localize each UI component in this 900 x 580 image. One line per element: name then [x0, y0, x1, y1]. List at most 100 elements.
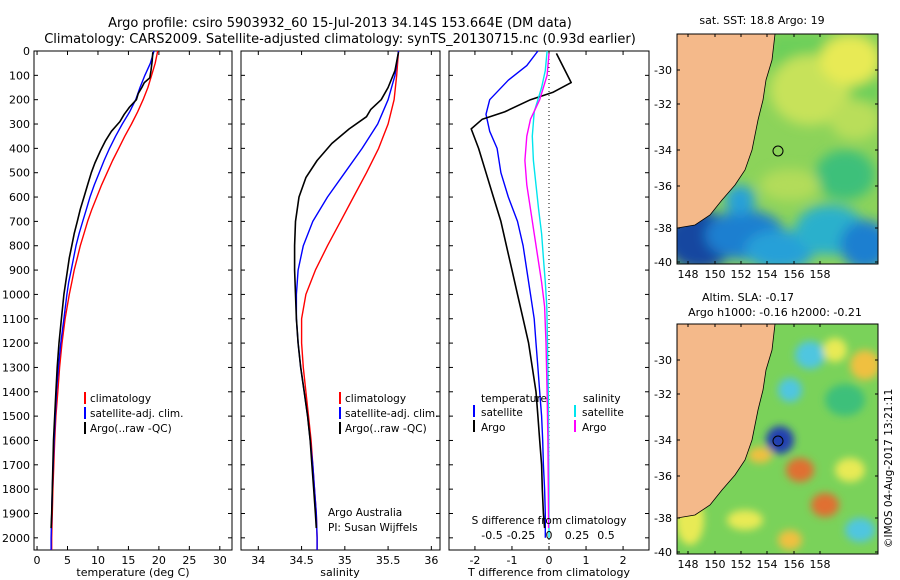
series-line-s-argo	[524, 53, 550, 529]
y-tick-label: 1700	[2, 459, 30, 472]
s-tick-label: 0.5	[597, 529, 615, 542]
y-tick-label: 1900	[2, 507, 30, 520]
legend-label-climatology: climatology	[345, 393, 406, 405]
sla-map-title-1: Altim. SLA: -0.17	[702, 291, 794, 304]
x-tick-label: 10	[91, 554, 105, 567]
t-difference-label: T difference from climatology	[467, 566, 630, 579]
y-tick-label: 300	[9, 118, 30, 131]
y-tick-label: 0	[23, 45, 30, 58]
depth-axis: 0 100 200 300 400 500 600 700 800 900 1000 1100 1200…	[2, 45, 232, 545]
y-tick-label: 1400	[2, 386, 30, 399]
lon-tick-label: 158	[810, 268, 831, 281]
series-line-satellite-adj-clim-	[50, 50, 155, 550]
x-tick-label: 36	[424, 554, 438, 567]
legend-label-t-satellite: satellite	[481, 407, 523, 419]
lat-tick-label: -32	[654, 388, 672, 401]
lon-tick-label: 148	[678, 558, 699, 571]
x-tick-label: 1	[583, 554, 590, 567]
lat-tick-label: -36	[654, 180, 672, 193]
y-tick-label: 1800	[2, 483, 30, 496]
difference-y-ticks	[449, 50, 649, 539]
y-tick-label: 1300	[2, 361, 30, 374]
temperature-x-axis: 0 5 10 15 20 25 30	[34, 51, 227, 567]
y-tick-label: 1600	[2, 434, 30, 447]
sst-map: sat. SST: 18.8 Argo: 19 -30-32-34-36-38-	[654, 14, 879, 281]
legend-label-t-argo: Argo	[481, 422, 505, 434]
sst-map-title: sat. SST: 18.8 Argo: 19	[699, 14, 824, 27]
temperature-legend: climatology satellite-adj. clim. Argo(..…	[84, 392, 183, 435]
temperature-xlabel: temperature (deg C)	[76, 566, 189, 579]
y-tick-label: 1000	[2, 288, 30, 301]
y-tick-label: 100	[9, 69, 30, 82]
y-tick-label: 1500	[2, 410, 30, 423]
lon-tick-label: 152	[731, 558, 752, 571]
argo-float-marker	[772, 145, 784, 157]
x-tick-label: 25	[182, 554, 196, 567]
x-tick-label: -2	[469, 554, 480, 567]
sla-map-image	[677, 324, 878, 554]
x-tick-label: 0	[546, 554, 553, 567]
x-tick-label: 0	[34, 554, 41, 567]
y-tick-label: 700	[9, 215, 30, 228]
s-tick-label: -0.5	[481, 529, 502, 542]
series-line-argo-raw-qc-	[50, 52, 154, 529]
temperature-axes-box	[33, 50, 233, 551]
lat-tick-label: -34	[654, 144, 672, 157]
x-tick-label: 30	[213, 554, 227, 567]
series-line-climatology	[300, 50, 400, 550]
sst-map-image	[677, 34, 878, 264]
x-tick-label: 2	[620, 554, 627, 567]
legend-label-satellite: satellite-adj. clim.	[90, 408, 183, 420]
lon-tick-label: 154	[757, 268, 778, 281]
y-tick-label: 400	[9, 142, 30, 155]
legend-title-salinity: salinity	[583, 393, 621, 405]
difference-panel: -2 -1 0 1 2 temperature salinity satellite A…	[448, 50, 650, 579]
x-tick-label: 5	[64, 554, 71, 567]
annotation-argo-australia: Argo Australia	[328, 507, 402, 519]
lon-tick-label: 150	[705, 558, 726, 571]
legend-label-climatology: climatology	[90, 393, 151, 405]
lat-tick-label: -38	[654, 512, 672, 525]
title-line-2: Climatology: CARS2009. Satellite-adjuste…	[44, 32, 636, 47]
y-tick-label: 1100	[2, 313, 30, 326]
y-tick-label: 200	[9, 94, 30, 107]
s-tick-label: 0	[546, 529, 553, 542]
y-tick-label: 600	[9, 191, 30, 204]
lon-tick-label: 154	[757, 558, 778, 571]
legend-label-s-argo: Argo	[582, 422, 606, 434]
annotation-pi: PI: Susan Wijffels	[328, 522, 418, 534]
lon-tick-label: 156	[784, 268, 805, 281]
series-line-t-satellite	[485, 50, 546, 538]
difference-x-axis: -2 -1 0 1 2	[469, 51, 627, 567]
s-tick-label: -0.25	[507, 529, 535, 542]
x-tick-label: 35.5	[376, 554, 401, 567]
series-line-satellite-adj-clim-	[295, 50, 400, 550]
series-line-argo-raw-qc-	[293, 52, 400, 529]
lat-tick-label: -30	[654, 354, 672, 367]
lon-tick-label: 148	[678, 268, 699, 281]
y-tick-label: 800	[9, 240, 30, 253]
lon-tick-label: 158	[810, 558, 831, 571]
land-mass	[677, 34, 776, 229]
x-tick-label: 34.5	[289, 554, 314, 567]
difference-legend: temperature salinity satellite Argo sate…	[473, 393, 624, 434]
y-tick-label: 1200	[2, 337, 30, 350]
x-tick-label: 15	[121, 554, 135, 567]
s-tick-label: 0.25	[565, 529, 590, 542]
legend-label-argo: Argo(..raw -QC)	[90, 423, 172, 435]
lon-tick-label: 156	[784, 558, 805, 571]
lat-tick-label: -40	[654, 256, 672, 269]
lat-tick-label: -34	[654, 434, 672, 447]
series-line-s-satellite	[531, 50, 550, 538]
sst-map-axes: -30 -32 -34 -36 -38 -40 148 150 152 154 156 158	[654, 34, 878, 281]
legend-title-temperature: temperature	[481, 393, 547, 405]
y-tick-label: 2000	[2, 532, 30, 545]
salinity-legend: climatology satellite-adj. clim. Argo(..…	[339, 392, 438, 435]
salinity-axes-box	[240, 50, 441, 551]
argo-float-marker	[772, 435, 784, 447]
series-line-climatology	[51, 50, 159, 550]
y-tick-label: 900	[9, 264, 30, 277]
x-tick-label: 20	[152, 554, 166, 567]
sla-map-title-2: Argo h1000: -0.16 h2000: -0.21	[688, 306, 862, 319]
